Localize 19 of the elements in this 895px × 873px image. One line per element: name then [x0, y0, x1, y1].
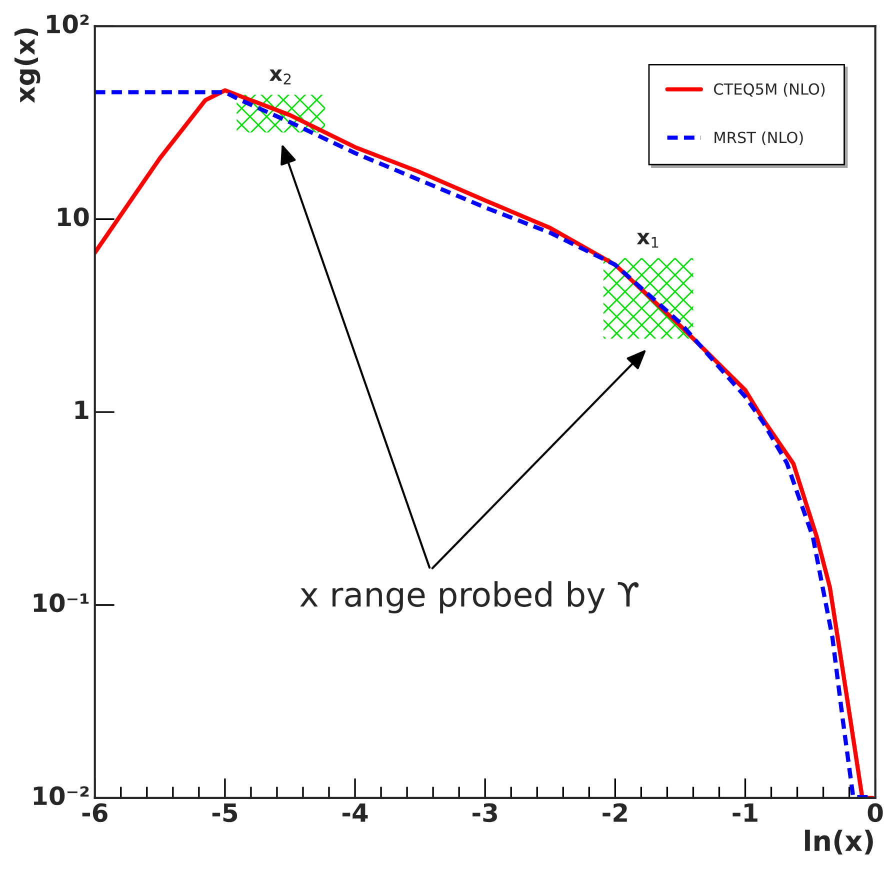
y-tick-label: 10⁻²: [34, 786, 89, 806]
x-tick-label: -1: [732, 804, 758, 822]
x-tick-label: 0: [868, 803, 883, 822]
y-axis-title: xg(x): [14, 28, 40, 103]
band-label: x$_{1}$: [636, 232, 658, 248]
x-tick-label: -6: [82, 803, 108, 822]
x-tick-label: -3: [472, 803, 497, 822]
legend-label: MRST (NLO): [714, 131, 803, 146]
x-tick-label: -4: [342, 804, 368, 822]
y-tick-label: 10²: [47, 14, 89, 34]
x-axis-title: ln(x): [805, 830, 873, 855]
y-tick-label: 10: [58, 207, 89, 226]
x-tick-label: -2: [602, 803, 627, 822]
y-tick-label: 10⁻¹: [34, 593, 89, 612]
y-tick-label: 1: [75, 400, 88, 419]
annotation: x range probed by ϒ: [300, 581, 639, 614]
band-label: x$_{2}$: [269, 70, 291, 84]
legend-label: CTEQ5M (NLO): [714, 83, 825, 97]
x-tick-label: -5: [212, 804, 238, 822]
